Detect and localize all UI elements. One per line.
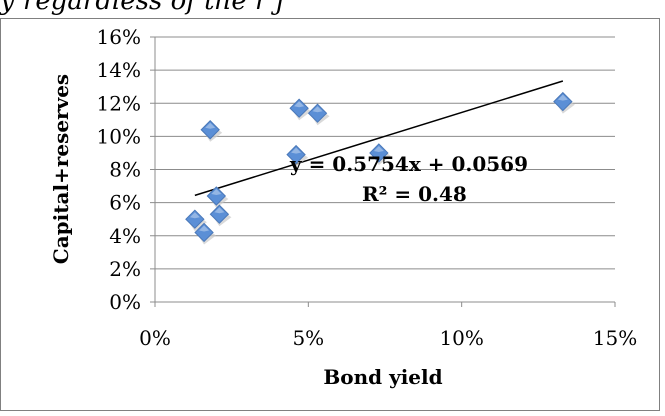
y-tick-label: 4% — [109, 224, 141, 248]
data-point — [289, 98, 312, 121]
chart-frame — [0, 18, 660, 411]
gridlines — [150, 36, 616, 307]
data-point — [553, 91, 575, 114]
y-tick-labels: 0% 2% 4% 6% 8% 10% 12% 14% 16% — [97, 25, 141, 314]
x-tick-label: 0% — [139, 326, 171, 350]
r-squared-label: R² = 0.48 — [362, 182, 467, 206]
y-tick-label: 10% — [97, 124, 141, 148]
data-point — [369, 143, 391, 165]
data-point — [206, 186, 229, 208]
x-tick-label: 5% — [292, 326, 324, 350]
y-tick-label: 0% — [109, 290, 141, 314]
y-tick-label: 16% — [97, 25, 141, 49]
data-point — [200, 120, 223, 142]
data-points — [185, 91, 575, 245]
x-tick-label: 10% — [439, 326, 483, 350]
data-point — [307, 103, 330, 126]
y-tick-label: 6% — [109, 191, 141, 215]
x-tick-labels: 0% 5% 10% 15% — [139, 326, 637, 350]
data-point — [209, 204, 232, 227]
figure-caption: y regardless of the r j — [0, 0, 284, 16]
x-axis-title: Bond yield — [323, 365, 442, 389]
data-point — [194, 222, 217, 245]
trendline-equation: y = 0.5754x + 0.0569 — [289, 152, 528, 176]
data-point — [286, 144, 309, 167]
y-tick-label: 14% — [97, 58, 141, 82]
data-point — [185, 209, 207, 232]
axes — [154, 37, 615, 303]
y-tick-label: 2% — [109, 257, 141, 281]
y-axis-title: Capital+reserves — [49, 74, 73, 264]
y-tick-label: 12% — [97, 91, 141, 115]
trendline — [194, 80, 564, 197]
y-tick-label: 8% — [109, 158, 141, 182]
x-tick-label: 15% — [593, 326, 637, 350]
